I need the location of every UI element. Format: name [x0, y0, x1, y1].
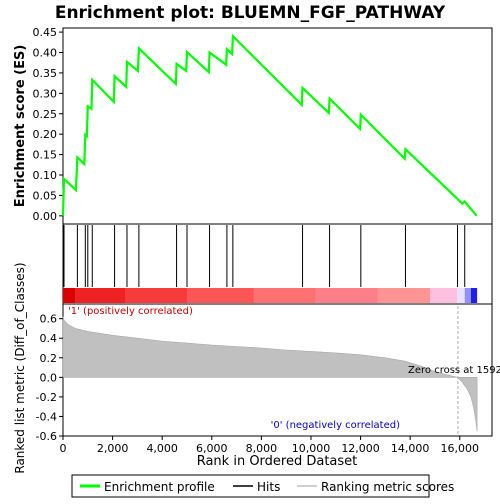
es-ytick-label: 0.00 — [33, 210, 58, 223]
xtick-label: 16,000 — [441, 442, 480, 455]
es-ytick-label: 0.40 — [33, 47, 58, 60]
gradient-segment — [253, 288, 316, 303]
es-ytick-label: 0.45 — [33, 26, 58, 39]
xtick-label: 6,000 — [196, 442, 228, 455]
ranking-metric-area — [62, 316, 478, 432]
ranked-ytick-label: 0.6 — [40, 313, 58, 326]
ranked-ytick-label: -0.2 — [36, 391, 57, 404]
legend-enrichment-label: Enrichment profile — [104, 480, 215, 494]
ranked-ytick-label: 0.4 — [40, 332, 58, 345]
ranked-ytick-label: -0.6 — [36, 430, 57, 443]
gradient-segment — [464, 288, 471, 303]
chart-title: Enrichment plot: BLUEMN_FGF_PATHWAY — [55, 3, 446, 23]
ranked-ytick-label: 0.0 — [40, 371, 58, 384]
xtick-label: 0 — [60, 442, 67, 455]
xtick-label: 10,000 — [292, 442, 331, 455]
xtick-label: 4,000 — [146, 442, 178, 455]
legend-ranking-label: Ranking metric scores — [321, 480, 454, 494]
es-ytick-label: 0.05 — [33, 189, 58, 202]
es-ytick-label: 0.25 — [33, 108, 58, 121]
gradient-segment — [470, 288, 478, 303]
es-panel-frame — [62, 27, 493, 225]
ranked-ytick-label: -0.4 — [36, 410, 57, 423]
xtick-label: 14,000 — [391, 442, 430, 455]
ranked-ytick-label: 0.2 — [40, 352, 58, 365]
es-axis-label: Enrichment score (ES) — [13, 45, 28, 208]
gradient-segment — [315, 288, 378, 303]
xtick-label: 2,000 — [97, 442, 129, 455]
gradient-segment — [75, 288, 125, 303]
es-ytick-label: 0.30 — [33, 87, 58, 100]
gradient-segment — [457, 288, 465, 303]
es-ytick-label: 0.35 — [33, 67, 58, 80]
ranked-axis-label: Ranked list metric (Diff_of_Classes) — [13, 262, 27, 473]
es-ytick-label: 0.15 — [33, 149, 58, 162]
positive-correlation-label: '1' (positively correlated) — [68, 306, 193, 317]
legend-hits-label: Hits — [257, 480, 280, 494]
ranked-panel: -0.6 -0.4 -0.2 0.0 0.2 0.4 0.6 0 2,000 4,000 6,000… — [36, 306, 479, 455]
gradient-segment — [186, 288, 254, 303]
gradient-segment — [377, 288, 431, 303]
xtick-label: 8,000 — [246, 442, 278, 455]
es-ytick-label: 0.10 — [33, 169, 58, 182]
enrichment-profile-line — [61, 33, 478, 217]
gradient-segment — [124, 288, 187, 303]
hits-panel — [63, 225, 478, 303]
es-ytick-label: 0.20 — [33, 128, 58, 141]
x-axis-label: Rank in Ordered Dataset — [197, 454, 358, 469]
gradient-segment — [63, 288, 76, 303]
xtick-label: 12,000 — [341, 442, 380, 455]
zero-cross-label: Zero cross at 15926 — [408, 365, 500, 376]
gradient-segment — [430, 288, 458, 303]
es-panel: 0.00 0.05 0.10 0.15 0.20 0.25 0.30 0.35 0.40 0.45 — [33, 26, 478, 223]
negative-correlation-label: '0' (negatively correlated) — [271, 420, 400, 431]
